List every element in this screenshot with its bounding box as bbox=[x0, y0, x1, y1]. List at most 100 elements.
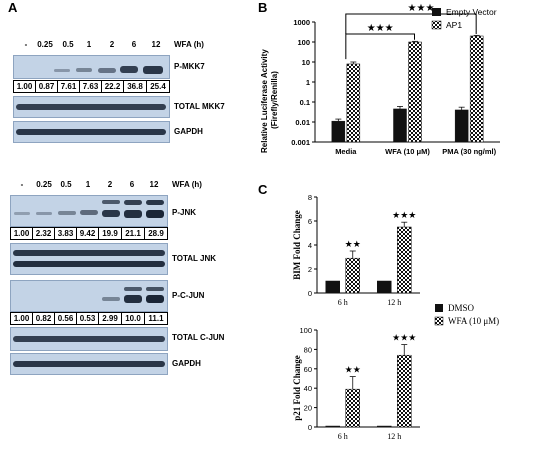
blot-label: P-C-JUN bbox=[172, 291, 205, 300]
chart-p21: 0 20 40 60 80 100 ★★ 6 h ★★★ 12 h p21 Fold Change… bbox=[292, 303, 499, 441]
bar bbox=[397, 226, 412, 294]
blot-strip-total-jnk bbox=[10, 243, 168, 275]
legend-swatch-ap1 bbox=[431, 20, 442, 30]
quant-value: 21.1 bbox=[122, 228, 145, 239]
blot-strip-gapdh-2 bbox=[10, 353, 168, 375]
y-tick-label: 2 bbox=[308, 265, 312, 274]
y-tick-label: 8 bbox=[308, 193, 312, 202]
quant-value: 7.61 bbox=[58, 81, 80, 92]
y-axis-title: Relative Luciferase Activity (Firefly/Re… bbox=[260, 47, 279, 153]
quant-value: 19.9 bbox=[99, 228, 122, 239]
bar bbox=[377, 280, 392, 294]
quant-value: 0.53 bbox=[77, 313, 99, 324]
significance-stars: ★★★ bbox=[392, 333, 416, 343]
y-tick-label: 4 bbox=[308, 241, 312, 250]
lane-label: 12 bbox=[151, 40, 161, 49]
bar bbox=[325, 425, 340, 428]
blot-strip-p-c-jun bbox=[10, 280, 168, 312]
significance-stars: ★★ bbox=[345, 239, 361, 249]
x-tick-label: 12 h bbox=[387, 298, 401, 307]
blot-label: TOTAL JNK bbox=[172, 254, 217, 263]
y-tick-label: 100 bbox=[297, 38, 310, 47]
y-tick-label: 20 bbox=[304, 404, 312, 413]
quant-value: 9.42 bbox=[77, 228, 99, 239]
lane-label: 0.25 bbox=[37, 40, 53, 49]
y-tick-label: 80 bbox=[304, 345, 312, 354]
blot-strip-p-jnk bbox=[10, 195, 168, 227]
y-tick-label: 10 bbox=[302, 58, 310, 67]
quant-value: 2.32 bbox=[33, 228, 55, 239]
blot-bottom: - 0.25 0.5 1 2 6 12 WFA (h) P-JNK 1.00 2… bbox=[0, 180, 250, 450]
y-tick-label: 0.1 bbox=[300, 98, 310, 107]
legend-label: DMSO bbox=[448, 303, 475, 313]
blot-label: P-JNK bbox=[172, 208, 197, 217]
bar bbox=[397, 354, 412, 428]
lane-label: 2 bbox=[109, 40, 115, 49]
lane-label: 2 bbox=[107, 180, 113, 189]
blot-strip-total-c-jun bbox=[10, 327, 168, 351]
panel-label-c: C bbox=[258, 182, 268, 197]
x-tick-label: PMA (30 ng/ml) bbox=[442, 147, 496, 156]
legend-swatch-dmso bbox=[435, 304, 443, 312]
bar bbox=[377, 425, 392, 428]
blot-strip-p-mkk7 bbox=[13, 55, 170, 79]
quant-value: 0.56 bbox=[55, 313, 77, 324]
panel-label-b: B bbox=[258, 0, 268, 15]
quant-value: 2.99 bbox=[99, 313, 122, 324]
y-axis-title: p21 Fold Change bbox=[292, 355, 302, 421]
quant-value: 22.2 bbox=[102, 81, 124, 92]
bar bbox=[345, 257, 360, 294]
chart-luciferase: 0.001 0.01 0.1 1 10 100 1000 Media WFA (10 μM) PM… bbox=[260, 3, 500, 156]
quant-value: 36.8 bbox=[124, 81, 147, 92]
y-tick-label: 40 bbox=[304, 384, 312, 393]
blot-label: TOTAL C-JUN bbox=[172, 333, 225, 342]
quant-value: 0.87 bbox=[36, 81, 58, 92]
y-tick-label: 0 bbox=[308, 423, 312, 432]
quant-value: 3.83 bbox=[55, 228, 77, 239]
significance-stars: ★★★ bbox=[392, 210, 416, 220]
legend-label: Empty Vector bbox=[446, 7, 497, 17]
quant-value: 10.0 bbox=[122, 313, 145, 324]
bar bbox=[331, 120, 346, 143]
y-tick-label: 60 bbox=[304, 365, 312, 374]
lane-label: 0.5 bbox=[60, 180, 72, 189]
x-tick-label: Media bbox=[335, 147, 357, 156]
bar bbox=[454, 109, 469, 143]
bar bbox=[346, 63, 361, 143]
quant-value: 11.1 bbox=[148, 314, 164, 323]
x-tick-label: 12 h bbox=[387, 432, 401, 441]
quant-value: 1.00 bbox=[11, 228, 33, 239]
bar bbox=[469, 35, 484, 143]
lane-label: - bbox=[20, 180, 24, 189]
bar bbox=[345, 388, 360, 428]
legend-swatch-empty-vector bbox=[432, 8, 441, 16]
y-tick-label: 1 bbox=[306, 78, 310, 87]
bar bbox=[393, 108, 407, 143]
x-tick-label: WFA (10 μM) bbox=[385, 147, 430, 156]
significance-bracket bbox=[345, 33, 415, 60]
blot-label: GAPDH bbox=[172, 359, 201, 368]
panel-label-a: A bbox=[8, 0, 18, 15]
quant-value: 1.00 bbox=[14, 81, 36, 92]
legend-swatch-wfa bbox=[434, 316, 444, 326]
y-axis-title: BIM Fold Change bbox=[292, 210, 302, 280]
lanes-title: WFA (h) bbox=[174, 40, 204, 49]
blot-label: TOTAL MKK7 bbox=[174, 102, 225, 111]
lane-label: 6 bbox=[131, 40, 137, 49]
quant-value: 25.4 bbox=[150, 82, 166, 91]
bar bbox=[325, 280, 340, 294]
quant-value: 28.9 bbox=[148, 229, 164, 238]
blot-top: - 0.25 0.5 1 2 6 12 WFA (h) P-MKK7 1.00 … bbox=[0, 0, 250, 160]
y-tick-label: 1000 bbox=[293, 18, 310, 27]
quant-value: 7.63 bbox=[80, 81, 102, 92]
lane-label: 1 bbox=[85, 180, 91, 189]
lane-label: 1 bbox=[86, 40, 92, 49]
y-tick-label: 6 bbox=[308, 217, 312, 226]
significance-bracket bbox=[345, 13, 477, 35]
x-tick-label: 6 h bbox=[338, 298, 348, 307]
lane-label: 12 bbox=[149, 180, 159, 189]
blot-label: GAPDH bbox=[174, 127, 203, 136]
y-tick-label: 100 bbox=[299, 326, 312, 335]
significance-stars: ★★ bbox=[345, 365, 361, 375]
quant-value: 1.00 bbox=[11, 313, 33, 324]
